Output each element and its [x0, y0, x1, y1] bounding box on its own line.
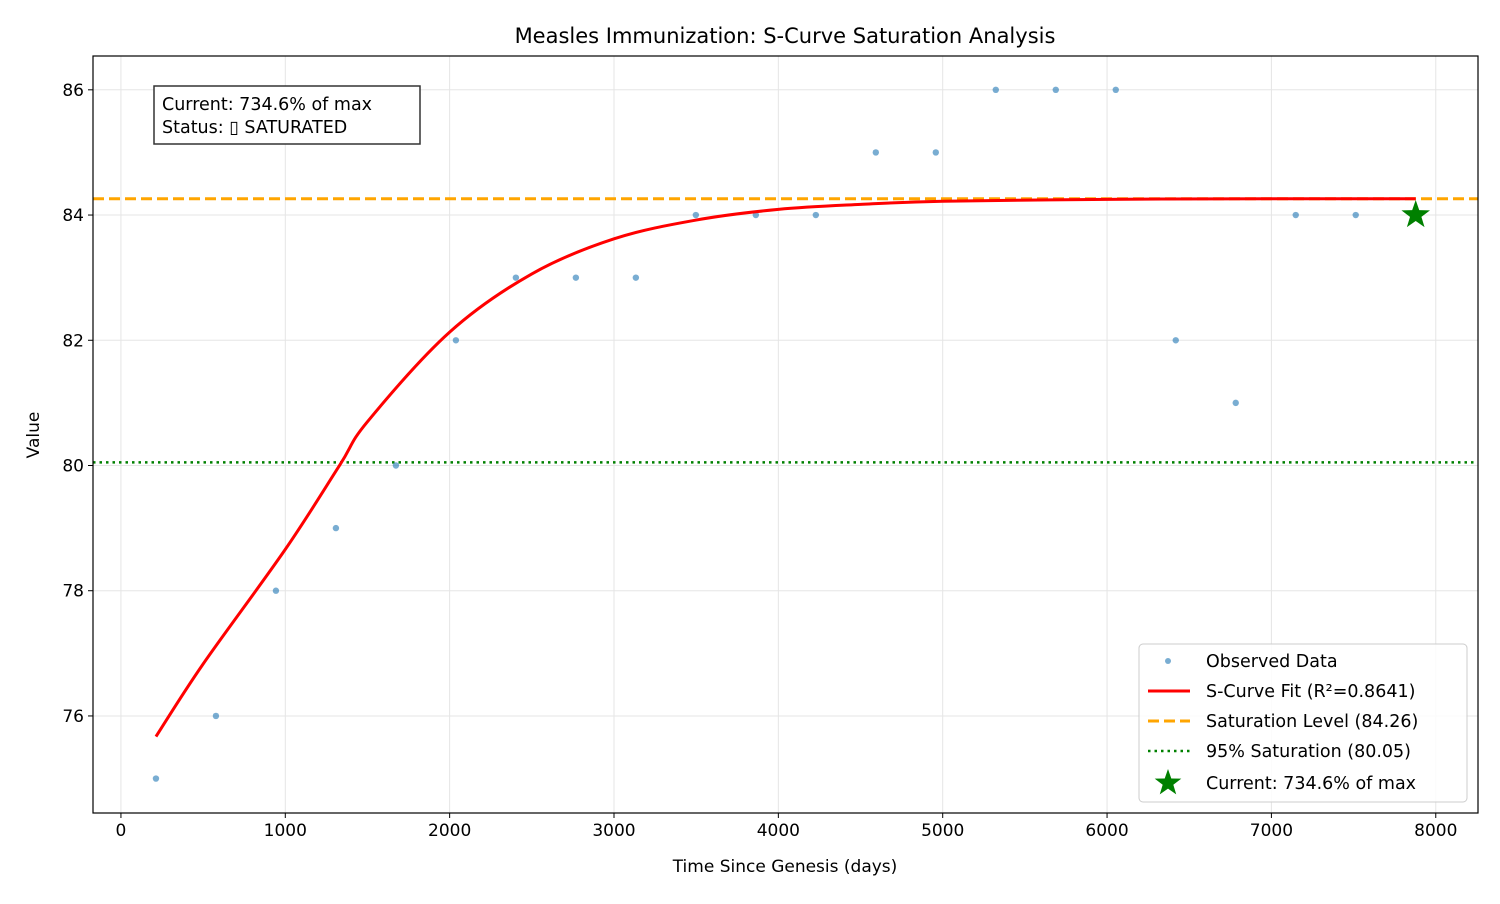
observed-point [1232, 399, 1239, 407]
annotation-box: Current: 734.6% of max Status: ▯ SATURAT… [153, 85, 421, 145]
observed-point [452, 337, 460, 344]
x-tick-label: 3000 [592, 821, 635, 841]
y-axis-ticks: 76 78 80 82 84 86 [62, 81, 93, 727]
observed-point [1352, 211, 1359, 219]
observed-point [872, 149, 880, 156]
observed-point [1292, 211, 1299, 219]
observed-point [752, 211, 760, 219]
x-tick-label: 2000 [428, 821, 471, 841]
y-tick-label: 84 [62, 206, 84, 226]
annotation-line-1: Current: 734.6% of max [162, 95, 372, 115]
observed-point [212, 712, 220, 720]
legend-saturation: Saturation Level (84.26) [1148, 712, 1418, 732]
x-tick-label: 0 [116, 821, 127, 841]
x-axis-label: Time Since Genesis (days) [672, 857, 898, 877]
x-tick-label: 8000 [1414, 821, 1457, 841]
observed-point [692, 211, 700, 219]
observed-point [332, 524, 340, 532]
legend-fit-label: S-Curve Fit (R²=0.8641) [1206, 682, 1415, 702]
observed-point [272, 587, 280, 594]
fit-curve [154, 197, 1416, 738]
x-tick-label: 1000 [264, 821, 307, 841]
observed-point [1052, 86, 1059, 94]
legend-current: Current: 734.6% of max [1154, 769, 1416, 795]
y-tick-label: 80 [62, 456, 84, 476]
current-star-marker [1401, 200, 1430, 228]
legend-current-label: Current: 734.6% of max [1206, 774, 1416, 794]
legend-saturation95-label: 95% Saturation (80.05) [1206, 742, 1411, 762]
observed-point [992, 86, 999, 94]
x-tick-label: 6000 [1085, 821, 1128, 841]
observed-point [932, 149, 940, 156]
x-axis-ticks: 0 1000 2000 3000 4000 5000 6000 7000 8000 [116, 813, 1457, 841]
chart-title: Measles Immunization: S-Curve Saturation… [515, 24, 1056, 48]
legend-fit: S-Curve Fit (R²=0.8641) [1148, 682, 1415, 702]
observed-point [512, 274, 520, 281]
legend-observed: Observed Data [1165, 652, 1338, 672]
observed-point [1112, 86, 1119, 94]
x-tick-label: 5000 [921, 821, 964, 841]
annotation-line-2: Status: ▯ SATURATED [162, 118, 347, 138]
y-tick-label: 76 [62, 707, 84, 727]
plot-marks [93, 86, 1478, 782]
y-axis-label: Value [24, 412, 44, 459]
y-tick-label: 82 [62, 331, 84, 351]
y-tick-label: 78 [62, 582, 84, 602]
legend-saturation-label: Saturation Level (84.26) [1206, 712, 1418, 732]
legend-saturation95: 95% Saturation (80.05) [1148, 742, 1411, 762]
legend: Observed Data S-Curve Fit (R²=0.8641) Sa… [1138, 643, 1468, 803]
observed-point [812, 211, 820, 219]
legend-observed-label: Observed Data [1206, 652, 1338, 672]
observed-point [1172, 337, 1179, 344]
observed-point [152, 775, 160, 782]
plot-frame [92, 55, 1479, 814]
y-tick-label: 86 [62, 81, 84, 101]
star-icon [1154, 769, 1182, 795]
x-tick-label: 4000 [757, 821, 800, 841]
observed-point [572, 274, 580, 281]
observed-point [632, 274, 640, 281]
observed-point [392, 462, 400, 469]
x-tick-label: 7000 [1250, 821, 1293, 841]
